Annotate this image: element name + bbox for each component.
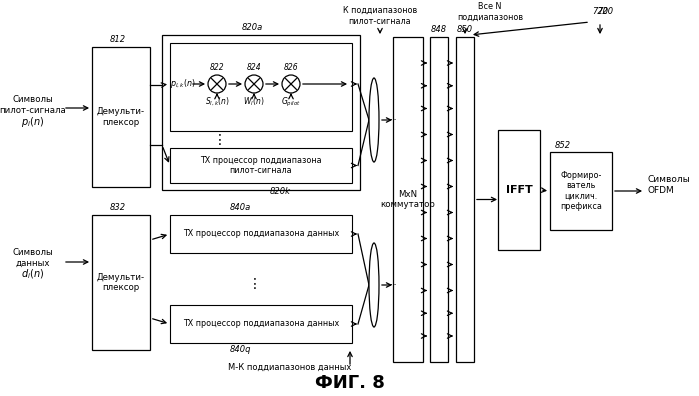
Text: $p_{l,k}(n)$: $p_{l,k}(n)$ <box>170 78 196 90</box>
Bar <box>162 35 360 190</box>
Bar <box>550 152 612 230</box>
Text: 850: 850 <box>457 25 473 34</box>
Text: Формиро-
ватель
циклич.
префикса: Формиро- ватель циклич. префикса <box>560 171 602 211</box>
Text: 812: 812 <box>110 36 126 44</box>
Text: $d_i(n)$: $d_i(n)$ <box>22 267 45 281</box>
Ellipse shape <box>369 78 379 162</box>
Bar <box>430 37 448 362</box>
Text: ТX процессор поддиапазона данных: ТX процессор поддиапазона данных <box>183 230 339 238</box>
Text: $p_i(n)$: $p_i(n)$ <box>22 115 45 129</box>
Text: Демульти-
плексор: Демульти- плексор <box>97 273 145 292</box>
Circle shape <box>282 75 300 93</box>
Text: К поддиапазонов
пилот-сигнала: К поддиапазонов пилот-сигнала <box>343 6 417 26</box>
Circle shape <box>208 75 226 93</box>
Text: 848: 848 <box>431 25 447 34</box>
Text: $G_{pilot}$: $G_{pilot}$ <box>281 95 301 109</box>
Text: 840q: 840q <box>230 345 252 354</box>
Bar <box>456 37 474 362</box>
Text: М-К поддиапазонов данных: М-К поддиапазонов данных <box>229 362 352 371</box>
Text: Символы
OFDM: Символы OFDM <box>648 175 691 195</box>
Text: 824: 824 <box>247 63 261 72</box>
Bar <box>92 47 150 187</box>
Bar <box>170 148 352 183</box>
Text: ⋮: ⋮ <box>213 133 227 147</box>
Text: 820a: 820a <box>242 23 264 32</box>
Text: ФИГ. 8: ФИГ. 8 <box>315 374 385 392</box>
Text: Демульти-
плексор: Демульти- плексор <box>97 107 145 127</box>
Circle shape <box>245 75 263 93</box>
Text: 832: 832 <box>110 204 126 213</box>
Bar <box>92 215 150 350</box>
Text: ···: ··· <box>387 280 398 290</box>
Text: ⋮: ⋮ <box>248 277 262 291</box>
Text: ТX процессор поддиапазона данных: ТX процессор поддиапазона данных <box>183 320 339 329</box>
Text: 826: 826 <box>284 63 298 72</box>
Bar <box>498 130 540 250</box>
Text: ···: ··· <box>387 115 398 125</box>
Text: ТX процессор поддиапазона
пилот-сигнала: ТX процессор поддиапазона пилот-сигнала <box>200 156 322 175</box>
Text: 820k: 820k <box>270 187 291 196</box>
Text: MxN
коммутатор: MxN коммутатор <box>380 190 435 209</box>
Text: Символы
данных: Символы данных <box>13 248 53 268</box>
Text: $W_l(n)$: $W_l(n)$ <box>243 96 265 108</box>
Text: Символы
пилот-сигнала: Символы пилот-сигнала <box>0 95 66 115</box>
Text: 852: 852 <box>555 141 571 150</box>
Ellipse shape <box>369 243 379 327</box>
Text: 822: 822 <box>210 63 224 72</box>
Text: IFFT: IFFT <box>505 185 533 195</box>
Text: $S_{l,k}(n)$: $S_{l,k}(n)$ <box>205 96 229 108</box>
Text: 720: 720 <box>592 8 608 17</box>
Bar <box>170 215 352 253</box>
Text: Все N
поддиапазонов: Все N поддиапазонов <box>457 2 523 22</box>
Bar <box>393 37 423 362</box>
Text: 720: 720 <box>597 8 613 17</box>
Bar <box>170 305 352 343</box>
Bar <box>170 43 352 131</box>
Text: 840a: 840a <box>230 204 251 213</box>
